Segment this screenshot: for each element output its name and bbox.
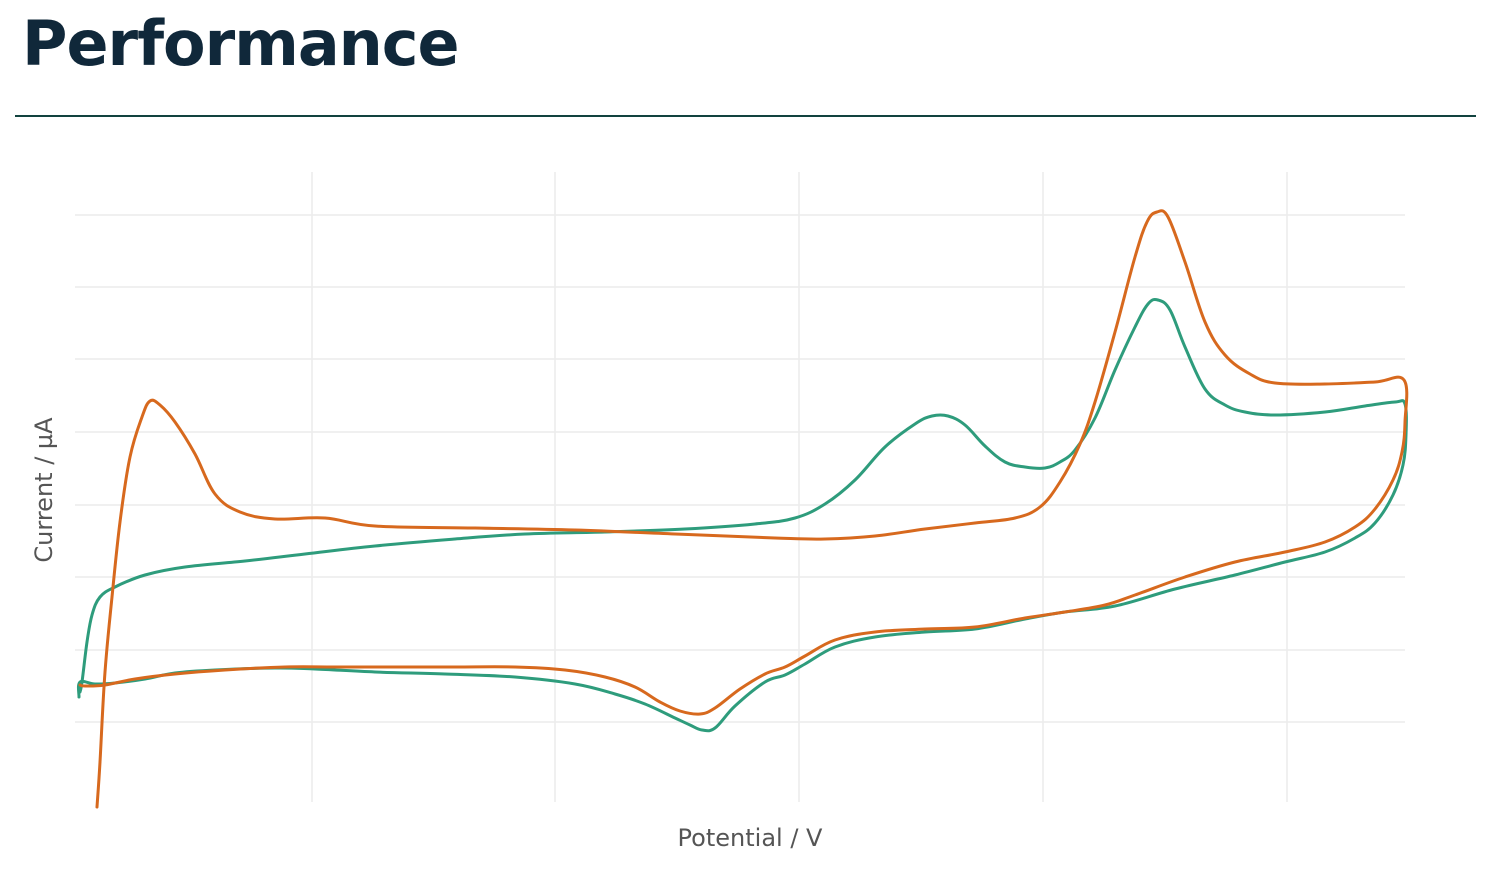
series-line-1 — [76, 297, 1408, 733]
page-title: Performance — [22, 7, 460, 80]
y-axis-label: Current / µA — [30, 417, 58, 563]
x-axis-label: Potential / V — [678, 824, 823, 852]
series-line-2 — [78, 209, 1409, 809]
series-group — [76, 209, 1409, 809]
title-divider — [15, 115, 1476, 117]
grid — [75, 172, 1405, 802]
